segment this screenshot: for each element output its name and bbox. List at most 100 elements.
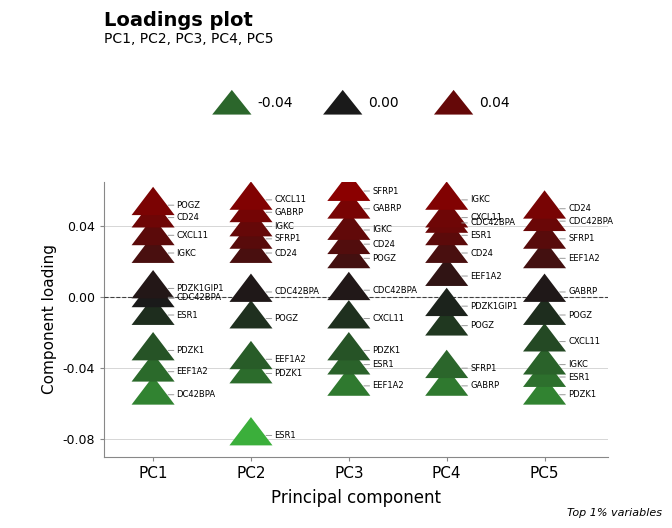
Text: PDZK1GIP1: PDZK1GIP1 [462,301,517,310]
Text: CXCL11: CXCL11 [168,231,208,240]
Text: IGKC: IGKC [364,225,392,234]
Text: EEF1A2: EEF1A2 [462,271,502,280]
X-axis label: Principal component: Principal component [271,489,441,507]
Polygon shape [132,199,175,228]
Y-axis label: Component loading: Component loading [42,244,57,394]
Text: PDZK1GIP1: PDZK1GIP1 [168,284,224,293]
Polygon shape [523,346,566,374]
Polygon shape [229,208,272,237]
Text: EEF1A2: EEF1A2 [168,367,208,376]
Text: CD24: CD24 [266,249,297,258]
Polygon shape [229,417,272,446]
Text: CD24: CD24 [168,213,200,222]
Text: CDC42BPA: CDC42BPA [364,286,417,295]
Polygon shape [523,359,566,387]
Polygon shape [523,376,566,404]
Text: PDZK1: PDZK1 [364,346,401,355]
Polygon shape [523,323,566,352]
Polygon shape [523,297,566,325]
Text: 0.04: 0.04 [478,96,509,110]
Text: IGKC: IGKC [168,249,196,258]
Polygon shape [229,355,272,383]
Text: Top 1% variables: Top 1% variables [567,508,662,518]
Polygon shape [425,307,468,336]
Polygon shape [212,90,251,115]
Polygon shape [327,226,370,254]
Text: IGKC: IGKC [266,222,294,231]
Polygon shape [425,199,468,228]
Text: POGZ: POGZ [462,321,494,330]
Polygon shape [132,332,175,360]
Text: -0.04: -0.04 [257,96,292,110]
Polygon shape [132,353,175,382]
Polygon shape [229,182,272,210]
Polygon shape [132,217,175,245]
Text: POGZ: POGZ [560,310,592,319]
Polygon shape [425,204,468,233]
Polygon shape [132,270,175,298]
Text: SFRP1: SFRP1 [266,234,301,243]
Polygon shape [327,346,370,374]
Polygon shape [327,300,370,328]
Text: DC42BPA: DC42BPA [168,390,216,399]
Text: CXCL11: CXCL11 [266,195,306,204]
Polygon shape [425,182,468,210]
Text: CDC42BPA: CDC42BPA [168,293,222,302]
Polygon shape [327,212,370,240]
Text: ESR1: ESR1 [168,310,198,319]
Polygon shape [434,90,473,115]
Polygon shape [132,297,175,325]
Polygon shape [229,234,272,263]
Text: EEF1A2: EEF1A2 [364,381,404,390]
Polygon shape [327,332,370,360]
Text: GABRP: GABRP [560,287,597,297]
Text: CD24: CD24 [364,240,395,249]
Text: POGZ: POGZ [168,201,200,210]
Text: CD24: CD24 [462,249,493,258]
Polygon shape [425,288,468,316]
Polygon shape [327,173,370,201]
Text: PC1, PC2, PC3, PC4, PC5: PC1, PC2, PC3, PC4, PC5 [104,32,274,46]
Polygon shape [523,240,566,268]
Polygon shape [229,194,272,222]
Text: GABRP: GABRP [462,381,499,390]
Text: IGKC: IGKC [560,360,588,369]
Text: CXCL11: CXCL11 [560,337,600,346]
Text: EEF1A2: EEF1A2 [266,355,306,364]
Text: CXCL11: CXCL11 [364,314,405,323]
Text: SFRP1: SFRP1 [364,186,398,195]
Polygon shape [327,240,370,268]
Text: SFRP1: SFRP1 [462,364,497,373]
Polygon shape [523,203,566,231]
Polygon shape [523,190,566,219]
Text: GABRP: GABRP [364,204,401,213]
Polygon shape [132,187,175,215]
Text: EEF1A2: EEF1A2 [560,254,599,263]
Polygon shape [327,272,370,300]
Text: Loadings plot: Loadings plot [104,11,253,30]
Polygon shape [132,234,175,263]
Text: 0.00: 0.00 [368,96,398,110]
Text: ESR1: ESR1 [462,231,492,240]
Polygon shape [327,367,370,396]
Polygon shape [229,274,272,302]
Text: CDC42BPA: CDC42BPA [266,287,319,297]
Polygon shape [327,190,370,219]
Polygon shape [323,90,362,115]
Text: IGKC: IGKC [462,195,490,204]
Text: CXCL11: CXCL11 [462,213,502,222]
Text: SFRP1: SFRP1 [560,234,595,243]
Text: PDZK1: PDZK1 [560,390,596,399]
Text: CD24: CD24 [560,204,591,213]
Polygon shape [523,274,566,302]
Polygon shape [132,279,175,307]
Polygon shape [229,300,272,328]
Text: POGZ: POGZ [266,314,298,323]
Text: PDZK1: PDZK1 [168,346,205,355]
Polygon shape [425,234,468,263]
Polygon shape [425,217,468,245]
Polygon shape [229,341,272,369]
Text: ESR1: ESR1 [266,431,296,440]
Polygon shape [425,350,468,378]
Polygon shape [132,376,175,404]
